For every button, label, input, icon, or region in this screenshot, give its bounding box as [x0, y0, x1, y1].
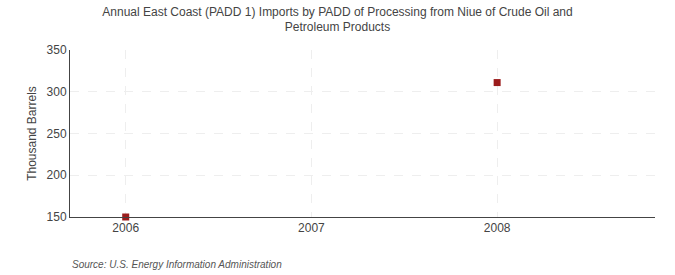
- svg-text:300: 300: [47, 85, 67, 99]
- svg-text:200: 200: [47, 168, 67, 182]
- svg-text:Thousand Barrels: Thousand Barrels: [25, 86, 39, 181]
- svg-text:350: 350: [47, 43, 67, 57]
- svg-text:2007: 2007: [298, 221, 325, 235]
- svg-text:250: 250: [47, 127, 67, 141]
- svg-text:150: 150: [47, 210, 67, 224]
- svg-text:2008: 2008: [484, 221, 511, 235]
- svg-text:Annual East Coast (PADD 1) Imp: Annual East Coast (PADD 1) Imports by PA…: [102, 5, 572, 35]
- svg-text:Source: U.S. Energy Informatio: Source: U.S. Energy Information Administ…: [72, 259, 282, 270]
- svg-text:2006: 2006: [112, 221, 139, 235]
